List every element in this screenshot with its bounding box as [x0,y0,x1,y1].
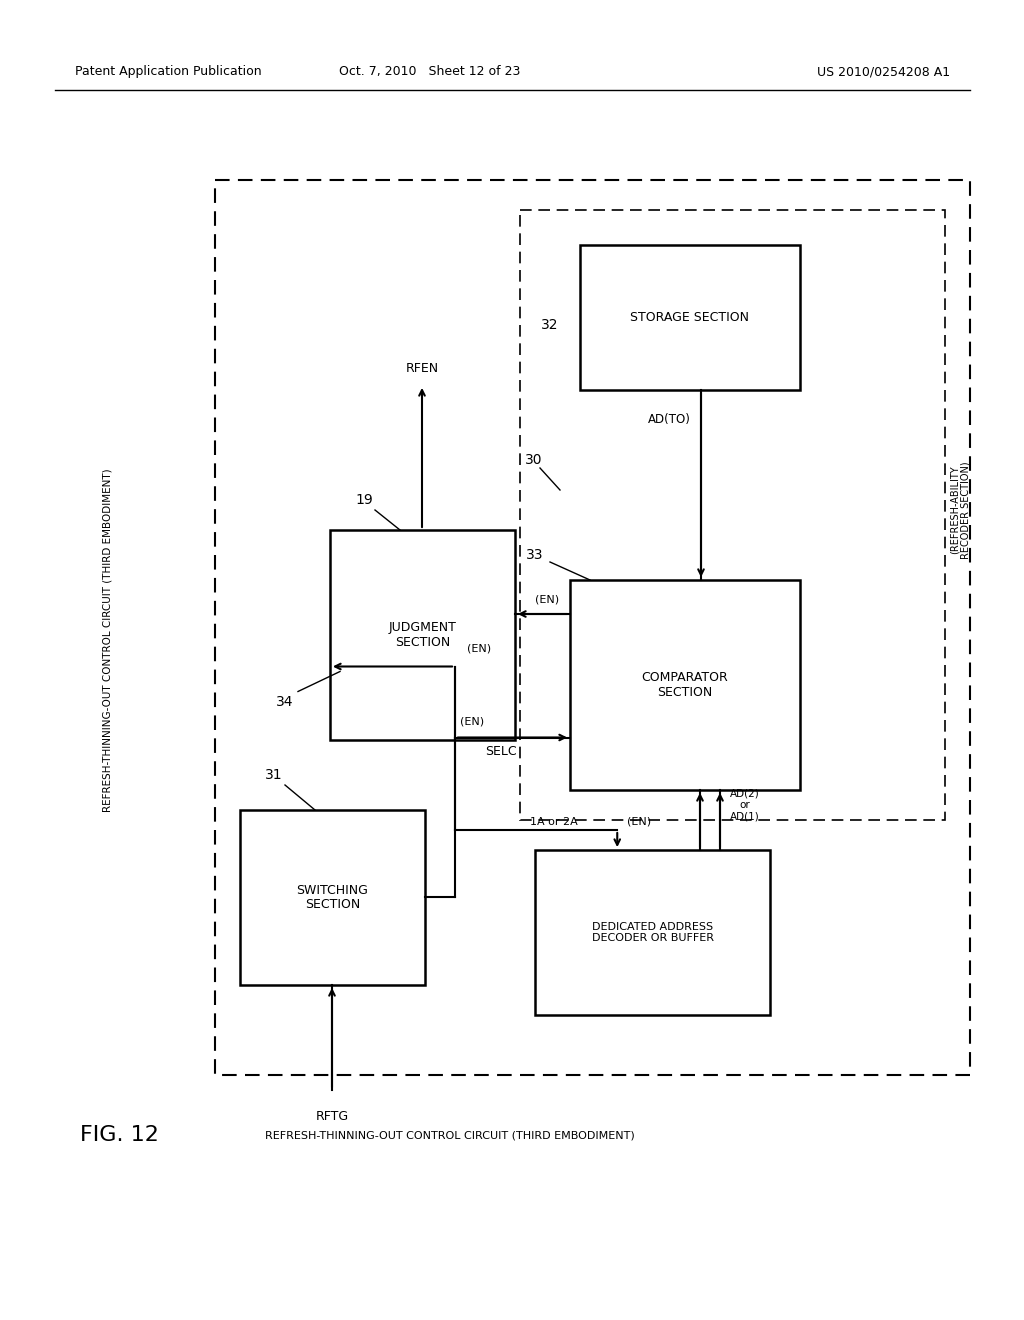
Text: AD(TO): AD(TO) [648,413,691,426]
Bar [240,810,425,985]
Text: US 2010/0254208 A1: US 2010/0254208 A1 [817,66,950,78]
Text: Oct. 7, 2010   Sheet 12 of 23: Oct. 7, 2010 Sheet 12 of 23 [339,66,520,78]
Text: Patent Application Publication: Patent Application Publication [75,66,261,78]
Text: RFEN: RFEN [406,362,438,375]
Text: 30: 30 [525,453,543,467]
Text: (EN): (EN) [460,717,484,726]
Text: 34: 34 [276,694,294,709]
Bar [330,531,515,741]
Bar [520,210,945,820]
Text: (EN): (EN) [467,644,492,653]
Text: FIG. 12: FIG. 12 [80,1125,159,1144]
Text: REFRESH-THINNING-OUT CONTROL CIRCUIT (THIRD EMBODIMENT): REFRESH-THINNING-OUT CONTROL CIRCUIT (TH… [265,1130,635,1140]
Text: REFRESH-THINNING-OUT CONTROL CIRCUIT (THIRD EMBODIMENT): REFRESH-THINNING-OUT CONTROL CIRCUIT (TH… [103,469,113,812]
Text: STORAGE SECTION: STORAGE SECTION [631,312,750,323]
Text: 33: 33 [526,548,544,562]
Text: RFTG: RFTG [315,1110,348,1123]
Text: JUDGMENT
SECTION: JUDGMENT SECTION [388,620,457,649]
Bar [215,180,970,1074]
Bar [580,246,800,389]
Text: AD(2)
or
AD(1): AD(2) or AD(1) [730,788,760,821]
Text: 19: 19 [355,492,373,507]
Text: 31: 31 [265,768,283,781]
Text: 32: 32 [542,318,559,333]
Text: (EN): (EN) [628,817,651,828]
Bar [535,850,770,1015]
Text: SWITCHING
SECTION: SWITCHING SECTION [297,883,369,912]
Text: SELC: SELC [485,746,517,758]
Text: COMPARATOR
SECTION: COMPARATOR SECTION [642,671,728,700]
Text: (EN): (EN) [535,595,559,605]
Text: 1A or 2A: 1A or 2A [530,817,578,828]
Bar [570,579,800,789]
Text: DEDICATED ADDRESS
DECODER OR BUFFER: DEDICATED ADDRESS DECODER OR BUFFER [592,921,714,944]
Text: (REFRESH-ABILITY
RECODER SECTION): (REFRESH-ABILITY RECODER SECTION) [949,461,971,558]
